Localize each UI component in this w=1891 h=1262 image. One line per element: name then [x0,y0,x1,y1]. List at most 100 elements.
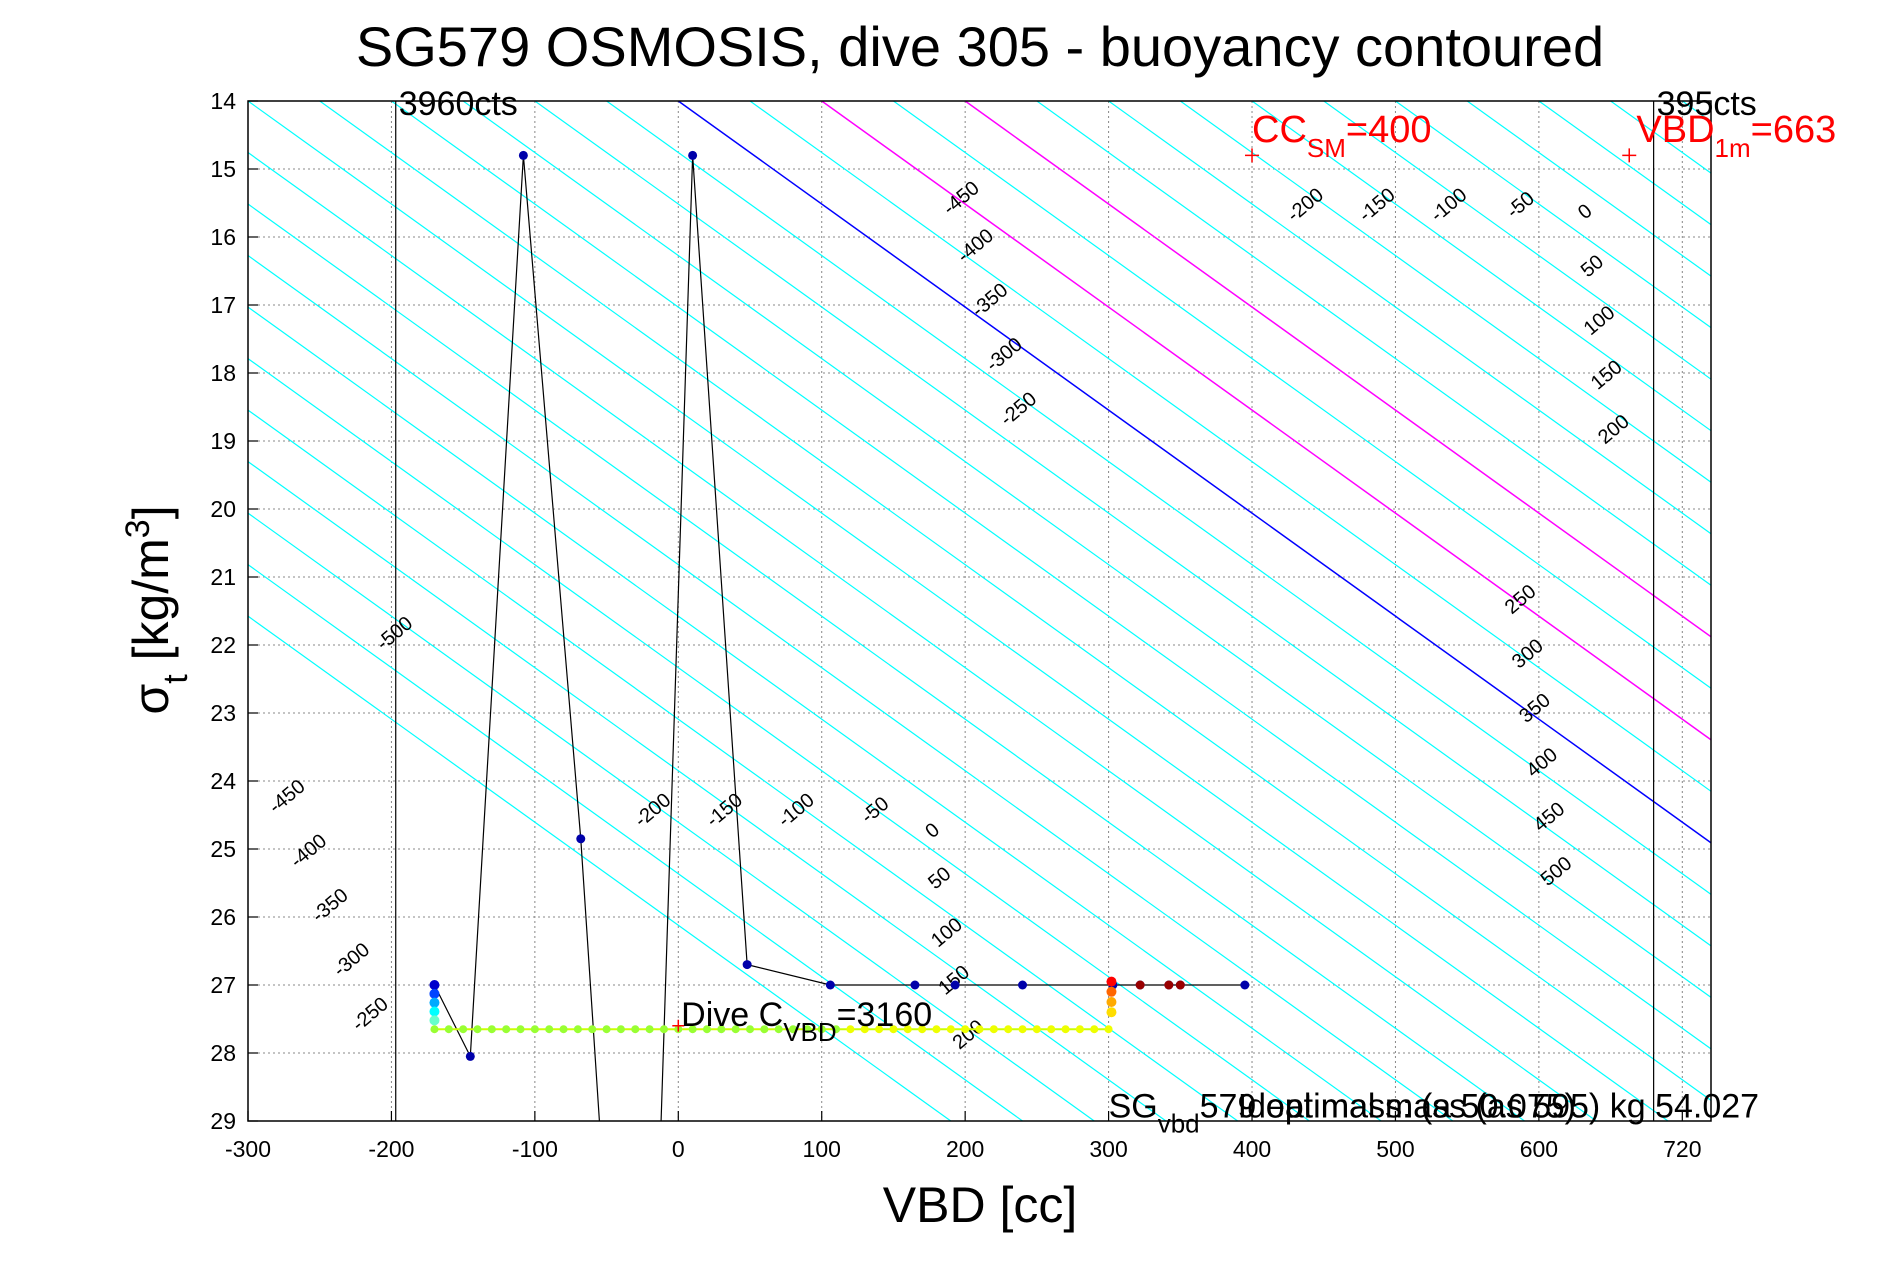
y-tick-label: 16 [210,224,236,250]
y-tick-label: 29 [210,1108,236,1134]
annotation: Dive CVBD=3160 [681,996,932,1047]
zero-marker [672,1019,685,1032]
contour-label: -150 [702,789,747,832]
contour-label: 150 [934,961,974,999]
x-tick-label: 0 [672,1136,685,1162]
contour-line [248,203,1525,1121]
contour-label: 100 [1580,302,1620,340]
data-point [910,980,920,990]
x-tick-label: 500 [1376,1136,1414,1162]
colored-point-red [1164,980,1174,990]
colored-point [875,1025,884,1034]
dive-series [433,155,1245,1121]
plot-frame [247,100,1712,1122]
colored-point [1104,1025,1113,1034]
contour-label: 50 [924,863,955,894]
annotation-text: VBD [1636,109,1714,151]
y-tick-label: 22 [210,632,236,658]
colored-point [746,1025,755,1034]
contour-line [248,151,1597,1121]
contour-label: -350 [968,279,1013,322]
annotation-text: CC [1252,109,1307,151]
contour-line [964,101,1711,638]
data-point [1018,980,1028,990]
contour-label: -150 [1355,184,1400,227]
contour-label: -400 [286,830,331,873]
colored-point [659,1025,668,1034]
data-point [688,150,698,160]
y-tick-label: 17 [210,292,236,318]
annotation-rest: 579 optimal mass (as 595) kg 54.027 [1200,1088,1759,1126]
contour-label: 300 [1508,635,1548,673]
x-tick-label: 600 [1520,1136,1558,1162]
contour-label: -350 [308,884,353,927]
colored-point [530,1025,539,1034]
annotation: Ideal mass: (a 50.075) [1238,1088,1576,1126]
x-tick-label: 300 [1089,1136,1127,1162]
contour-label: 500 [1537,852,1577,890]
contour-line [534,101,1711,947]
data-point [1240,980,1250,990]
y-axis-label-close: ] [123,505,179,519]
colored-point [975,1025,984,1034]
contour-label: 50 [1577,251,1608,282]
contour-line [1466,101,1711,277]
colored-point [645,1025,654,1034]
annotation-marker [1245,148,1260,163]
contour-line [248,460,1167,1121]
colored-point [688,1025,697,1034]
colored-point-left [429,1006,440,1017]
contour-label: 350 [1515,689,1555,727]
colored-point [631,1025,640,1034]
contour-line [1108,101,1711,535]
data-point [742,960,752,970]
y-tick-label: 28 [210,1040,236,1066]
colored-point [1075,1025,1084,1034]
contour-line [1036,101,1711,586]
annotation-sub: VBD [783,1017,836,1047]
contour-label: -50 [1503,187,1539,222]
contour-line [1395,101,1711,329]
contour-line [606,101,1711,896]
colored-point [1004,1025,1013,1034]
colored-point [1032,1025,1041,1034]
contour-label: -50 [857,793,893,828]
contour-label: -200 [631,789,676,832]
colored-point [717,1025,726,1034]
contour-labels: -500-450-400-350-300-250-200 -150 -100 -500… [265,177,1634,1054]
colored-point [918,1025,927,1034]
colored-point [961,1025,970,1034]
colored-point [860,1025,869,1034]
y-tick-label: 18 [210,360,236,386]
y-tick-label: 21 [210,564,236,590]
annotation-text: Ideal mass: (a 50.075) [1238,1088,1576,1126]
colored-point [803,1025,812,1034]
count-line-label: 395cts [1657,85,1757,123]
y-tick-label: 14 [210,88,236,114]
contour-line [1610,101,1711,174]
contour-label: -100 [774,789,819,832]
buoyancy-contours [248,101,1891,1121]
data-point [465,1051,475,1061]
annotation-rest: =400 [1346,109,1432,151]
contour-line [319,101,1711,1102]
contour-line [248,306,1382,1121]
annotation: CCSM=400 [1252,109,1431,163]
y-axis-label-sup: 3 [119,519,157,538]
annotation-rest: =663 [1751,109,1837,151]
contour-line [1826,101,1891,1121]
colored-point [1018,1025,1027,1034]
y-tick-label: 20 [210,496,236,522]
colored-point [889,1025,898,1034]
annotation: VBD1m=663 [1636,109,1836,163]
x-axis-label: VBD [cc] [883,1177,1077,1233]
x-tick-label: -200 [368,1136,414,1162]
y-axis-label-sub: t [157,674,195,684]
colored-point [789,1025,798,1034]
annotation-marker [1622,148,1637,163]
colored-point [459,1025,468,1034]
y-axis-label-text: [kg/m [123,538,179,674]
contour-label: 450 [1530,798,1570,836]
contour-label: 100 [927,914,967,952]
colored-point [616,1025,625,1034]
